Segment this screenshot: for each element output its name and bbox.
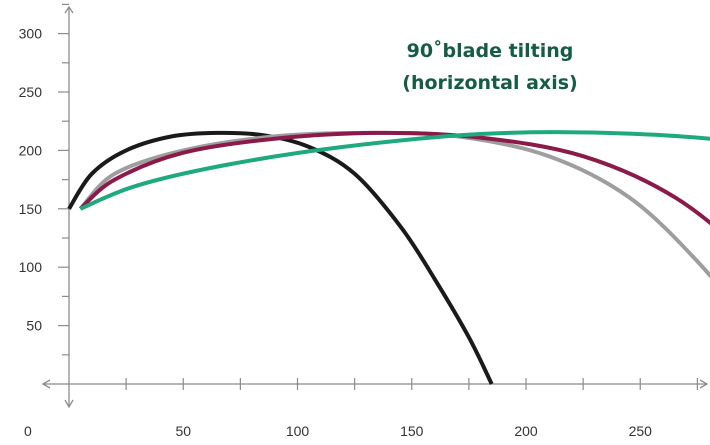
chart-title: 90˚blade tilting (horizontal axis) — [402, 39, 577, 94]
x-tick-label: 250 — [629, 423, 653, 439]
series-curve-1 — [67, 130, 494, 385]
chart-title-line-1: 90˚blade tilting — [407, 39, 574, 62]
y-axis-arrow — [64, 5, 74, 14]
y-tick-label: 150 — [19, 201, 43, 217]
ticks — [58, 3, 698, 390]
y-tick-label: 250 — [19, 84, 43, 100]
series-curve-3 — [79, 130, 710, 226]
x-tick-label: 150 — [400, 423, 424, 439]
x-tick-label: 200 — [514, 423, 538, 439]
y-tick-label: 50 — [26, 318, 42, 334]
series-curve-4 — [79, 130, 710, 211]
x-tick-label: 100 — [286, 423, 310, 439]
x-tick-label: 50 — [175, 423, 191, 439]
axes — [41, 5, 709, 409]
y-tick-label: 200 — [19, 142, 43, 158]
y-tick-label: 300 — [19, 26, 43, 42]
series-curve-2 — [78, 130, 710, 279]
y-tick-label: 100 — [19, 259, 43, 275]
x-axis-arrow-left — [41, 379, 51, 389]
origin-label: 0 — [24, 423, 32, 439]
tick-labels: 5010015020025030035040045050050100150200… — [19, 26, 653, 439]
x-axis-arrow — [699, 379, 709, 389]
chart-title-line-2: (horizontal axis) — [402, 72, 577, 94]
y-axis-arrow-bottom — [64, 399, 74, 409]
curves — [67, 130, 710, 385]
